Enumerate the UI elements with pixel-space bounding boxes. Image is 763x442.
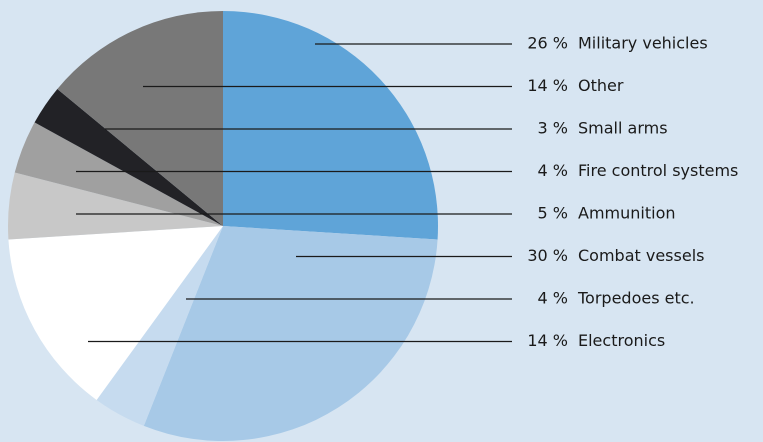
legend-label: Military vehicles xyxy=(578,34,708,53)
legend-label: Small arms xyxy=(578,119,668,138)
value-label: 3 % xyxy=(538,119,568,138)
value-label: 4 % xyxy=(538,289,568,308)
legend-label: Electronics xyxy=(578,331,665,350)
pie-slice xyxy=(34,88,224,226)
value-label: 4 % xyxy=(538,161,568,180)
pie-slice xyxy=(8,226,223,400)
legend-label: Fire control systems xyxy=(578,161,738,180)
legend-label: Other xyxy=(578,76,624,95)
legend-label: Torpedoes etc. xyxy=(577,289,695,308)
value-label: 5 % xyxy=(538,204,568,223)
legend-label: Ammunition xyxy=(578,204,676,223)
value-label: 30 % xyxy=(527,246,568,265)
pie-slice xyxy=(57,11,223,226)
pie-slice xyxy=(96,226,223,426)
pie-slice xyxy=(7,172,223,240)
pie-slice xyxy=(223,11,438,240)
pie-slice xyxy=(14,122,223,226)
legend-label: Combat vessels xyxy=(578,246,704,265)
pie-slice xyxy=(143,226,438,441)
value-label: 14 % xyxy=(527,76,568,95)
value-label: 26 % xyxy=(527,34,568,53)
value-label: 14 % xyxy=(527,331,568,350)
